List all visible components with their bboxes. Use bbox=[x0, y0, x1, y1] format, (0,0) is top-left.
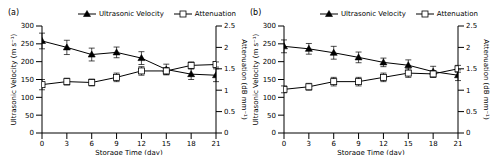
svg-text:21: 21 bbox=[454, 140, 463, 148]
svg-text:12: 12 bbox=[137, 140, 146, 148]
svg-text:2: 2 bbox=[224, 44, 228, 52]
svg-text:Storage Time (day): Storage Time (day) bbox=[95, 149, 163, 155]
svg-text:3: 3 bbox=[65, 140, 69, 148]
svg-text:18: 18 bbox=[187, 140, 196, 148]
svg-text:0.5: 0.5 bbox=[224, 108, 235, 116]
svg-text:12: 12 bbox=[379, 140, 388, 148]
svg-text:100: 100 bbox=[263, 94, 276, 102]
svg-text:Ultrasonic Velocity (m s⁻¹): Ultrasonic Velocity (m s⁻¹) bbox=[252, 33, 260, 125]
html-text:(a): (a) bbox=[8, 8, 20, 17]
svg-text:0: 0 bbox=[272, 129, 276, 137]
svg-text:2.5: 2.5 bbox=[224, 22, 235, 30]
svg-text:15: 15 bbox=[404, 140, 413, 148]
svg-text:3: 3 bbox=[307, 140, 311, 148]
svg-text:Ultrasonic Velocity (m s⁻¹): Ultrasonic Velocity (m s⁻¹) bbox=[10, 33, 18, 125]
svg-text:2.5: 2.5 bbox=[466, 22, 477, 30]
svg-text:Attenuation (dB mm⁻¹): Attenuation (dB mm⁻¹) bbox=[240, 39, 248, 120]
svg-text:1.5: 1.5 bbox=[466, 65, 477, 73]
svg-text:0: 0 bbox=[282, 140, 286, 148]
svg-text:0.5: 0.5 bbox=[466, 108, 477, 116]
svg-text:50: 50 bbox=[25, 112, 34, 120]
html-text:Attenuation: Attenuation bbox=[436, 10, 478, 18]
svg-text:250: 250 bbox=[263, 40, 276, 48]
svg-text:300: 300 bbox=[21, 22, 34, 30]
html-text:Ultrasonic Velocity: Ultrasonic Velocity bbox=[99, 10, 164, 18]
svg-text:0: 0 bbox=[466, 129, 470, 137]
svg-text:6: 6 bbox=[89, 140, 94, 148]
svg-text:0: 0 bbox=[30, 129, 34, 137]
svg-text:2: 2 bbox=[466, 44, 470, 52]
svg-text:200: 200 bbox=[263, 58, 276, 66]
svg-text:1.5: 1.5 bbox=[224, 65, 235, 73]
svg-text:250: 250 bbox=[21, 40, 34, 48]
svg-text:15: 15 bbox=[162, 140, 171, 148]
svg-text:200: 200 bbox=[21, 58, 34, 66]
html-text:Ultrasonic Velocity: Ultrasonic Velocity bbox=[341, 10, 406, 18]
svg-text:18: 18 bbox=[429, 140, 438, 148]
svg-text:150: 150 bbox=[21, 76, 34, 84]
svg-text:50: 50 bbox=[267, 112, 276, 120]
svg-text:Attenuation (dB mm⁻¹): Attenuation (dB mm⁻¹) bbox=[482, 39, 490, 120]
svg-text:150: 150 bbox=[263, 76, 276, 84]
svg-text:100: 100 bbox=[21, 94, 34, 102]
svg-text:9: 9 bbox=[114, 140, 118, 148]
svg-text:0: 0 bbox=[224, 129, 228, 137]
svg-text:0: 0 bbox=[40, 140, 44, 148]
svg-text:Storage Time (day): Storage Time (day) bbox=[337, 149, 405, 155]
svg-text:1: 1 bbox=[466, 87, 470, 95]
html-text:Attenuation: Attenuation bbox=[194, 10, 236, 18]
svg-text:300: 300 bbox=[263, 22, 276, 30]
svg-text:6: 6 bbox=[331, 140, 336, 148]
html-text:(b): (b) bbox=[250, 8, 262, 17]
svg-text:9: 9 bbox=[356, 140, 360, 148]
svg-text:21: 21 bbox=[212, 140, 221, 148]
svg-text:1: 1 bbox=[224, 87, 228, 95]
